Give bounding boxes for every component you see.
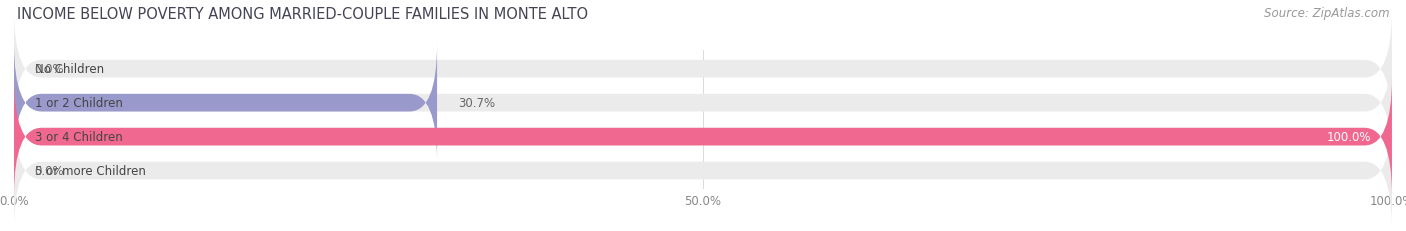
Text: 1 or 2 Children: 1 or 2 Children: [35, 97, 122, 110]
FancyBboxPatch shape: [14, 44, 437, 162]
Text: 0.0%: 0.0%: [35, 164, 65, 177]
Text: INCOME BELOW POVERTY AMONG MARRIED-COUPLE FAMILIES IN MONTE ALTO: INCOME BELOW POVERTY AMONG MARRIED-COUPL…: [17, 7, 588, 22]
Text: 0.0%: 0.0%: [35, 63, 65, 76]
Text: 100.0%: 100.0%: [1327, 131, 1371, 143]
FancyBboxPatch shape: [14, 44, 1392, 162]
Text: No Children: No Children: [35, 63, 104, 76]
Text: Source: ZipAtlas.com: Source: ZipAtlas.com: [1264, 7, 1389, 20]
Text: 3 or 4 Children: 3 or 4 Children: [35, 131, 122, 143]
FancyBboxPatch shape: [14, 11, 1392, 128]
FancyBboxPatch shape: [14, 78, 1392, 196]
FancyBboxPatch shape: [14, 78, 1392, 196]
FancyBboxPatch shape: [14, 112, 1392, 230]
Text: 30.7%: 30.7%: [458, 97, 495, 110]
Text: 5 or more Children: 5 or more Children: [35, 164, 146, 177]
